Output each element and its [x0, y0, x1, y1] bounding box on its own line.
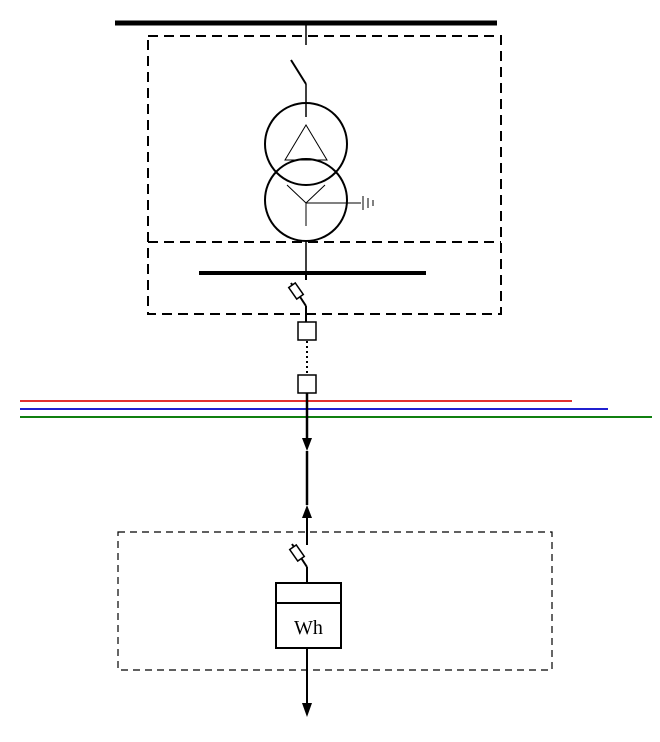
substation-enclosure — [147, 35, 502, 315]
delta-symbol — [284, 124, 328, 161]
consumer-enclosure — [117, 531, 553, 671]
cable-termination-lower — [297, 374, 317, 394]
disconnector-switch — [290, 59, 307, 85]
meter-box — [275, 582, 342, 649]
fuse-switch-upper — [287, 273, 307, 322]
energy-meter: Wh — [275, 582, 342, 649]
arrow-down-output-icon — [302, 703, 312, 717]
cable-termination-upper — [297, 321, 317, 341]
transformer — [264, 102, 374, 242]
arrow-up-icon — [302, 505, 312, 518]
transformer-primary-winding — [264, 102, 348, 186]
ground-icon — [306, 196, 374, 210]
wye-symbol — [286, 184, 326, 226]
arrow-down-icon — [302, 438, 312, 451]
transformer-secondary-winding — [264, 158, 348, 242]
fuse-switch-lower — [288, 543, 308, 583]
meter-label: Wh — [294, 617, 323, 639]
